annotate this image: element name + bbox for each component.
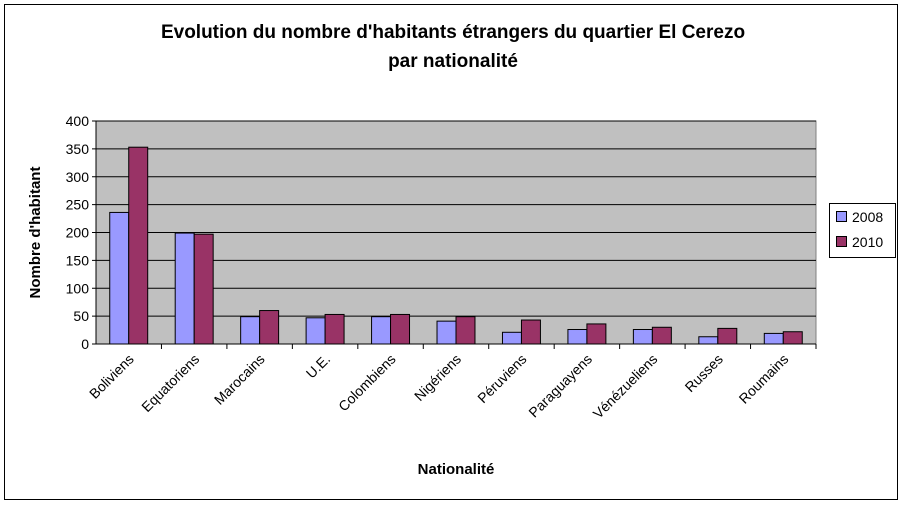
bar-2010 (651, 326, 672, 345)
bar-2008 (632, 329, 653, 345)
bar-2008 (567, 329, 588, 345)
bar-2008 (174, 232, 195, 345)
legend-label: 2008 (852, 208, 884, 225)
chart-frame (4, 4, 898, 500)
bar-2010 (717, 327, 738, 345)
bar-2010 (128, 146, 149, 345)
bar-2008 (501, 331, 522, 345)
y-tick-label: 250 (66, 197, 90, 213)
title-line-1: Evolution du nombre d'habitants étranger… (160, 22, 746, 43)
x-axis-title: Nationalité (418, 461, 495, 478)
bar-2010 (782, 331, 803, 345)
y-tick-label: 200 (66, 225, 90, 241)
x-tick-label: Marocains (211, 351, 268, 408)
bar-2008 (763, 332, 784, 345)
legend-label: 2010 (852, 233, 884, 250)
y-tick-label: 50 (73, 308, 89, 324)
y-tick-label: 400 (66, 113, 90, 129)
legend-item-2010: 2010 (830, 229, 895, 254)
x-tick-label: Colombiens (335, 351, 399, 415)
x-tick-label: U.E. (303, 351, 334, 382)
x-tick-label: Boliviens (86, 351, 137, 402)
x-tick-label: Paraguayens (525, 351, 595, 421)
legend: 2008 2010 (829, 203, 896, 258)
y-tick-label: 350 (66, 141, 90, 157)
bar-2008 (240, 316, 261, 345)
y-axis-title: Nombre d'habitant (27, 167, 44, 299)
bar-2008 (305, 317, 326, 345)
bar-2010 (259, 310, 280, 345)
y-tick-label: 0 (81, 336, 89, 352)
x-tick-label: Roumains (736, 351, 792, 407)
x-tick-label: Vénézueliens (590, 351, 661, 422)
bar-2010 (520, 319, 541, 345)
legend-swatch (836, 211, 847, 222)
bar-2010 (324, 313, 345, 345)
x-tick-label: Péruviens (474, 351, 529, 406)
y-tick-label: 100 (66, 280, 90, 296)
title-line-2: par nationalité (388, 51, 518, 72)
bar-2008 (698, 336, 719, 345)
y-tick-label: 150 (66, 252, 90, 268)
bar-2010 (586, 323, 607, 345)
bar-2008 (109, 211, 130, 345)
legend-swatch (836, 236, 847, 247)
x-tick-label: Nigériens (411, 351, 464, 404)
legend-item-2008: 2008 (830, 204, 895, 229)
chart-title: Evolution du nombre d'habitants étranger… (0, 18, 906, 76)
y-tick-label: 300 (66, 169, 90, 185)
bar-2008 (371, 316, 392, 345)
x-tick-label: Equatoriens (138, 351, 202, 415)
bar-2010 (455, 316, 476, 345)
bar-2008 (436, 320, 457, 345)
x-tick-label: Russes (682, 351, 726, 395)
bar-2010 (390, 313, 411, 345)
bar-2010 (193, 233, 214, 345)
